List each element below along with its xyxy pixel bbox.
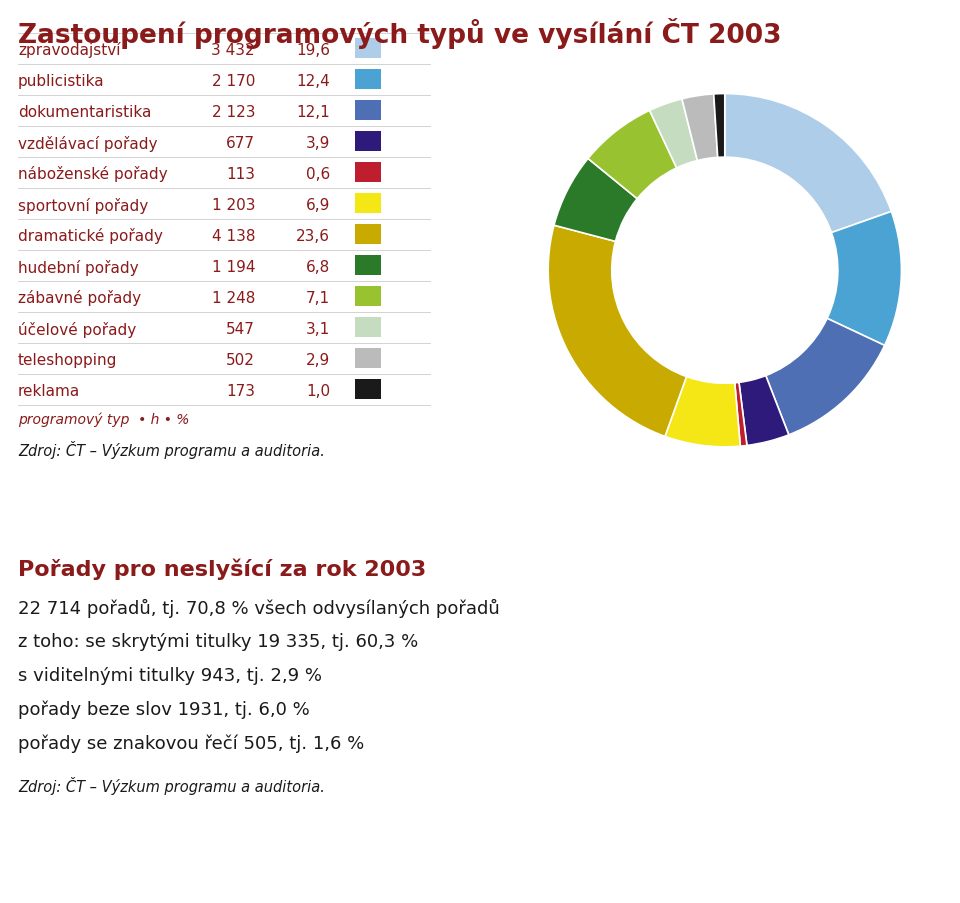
Bar bbox=[355, 100, 381, 120]
Wedge shape bbox=[713, 95, 725, 158]
Text: 19,6: 19,6 bbox=[296, 43, 330, 58]
Bar bbox=[355, 163, 381, 182]
Text: zábavné pořady: zábavné pořady bbox=[18, 290, 141, 306]
Text: Zastoupení programových typů ve vysílání ČT 2003: Zastoupení programových typů ve vysílání… bbox=[18, 18, 781, 49]
Text: publicistika: publicistika bbox=[18, 74, 105, 88]
Wedge shape bbox=[734, 383, 747, 447]
Text: 3 432: 3 432 bbox=[211, 43, 255, 58]
Text: 2 123: 2 123 bbox=[211, 105, 255, 120]
Text: reklama: reklama bbox=[18, 384, 81, 398]
Text: 2,9: 2,9 bbox=[305, 352, 330, 368]
Bar bbox=[355, 286, 381, 306]
Wedge shape bbox=[665, 377, 740, 447]
Text: 23,6: 23,6 bbox=[296, 228, 330, 244]
Text: 1 194: 1 194 bbox=[211, 260, 255, 275]
Text: 547: 547 bbox=[227, 321, 255, 337]
Text: programový typ  • h • %: programový typ • h • % bbox=[18, 413, 189, 427]
Text: zpravodajství: zpravodajství bbox=[18, 42, 121, 59]
Bar bbox=[355, 70, 381, 89]
Text: 677: 677 bbox=[226, 135, 255, 151]
Wedge shape bbox=[739, 377, 789, 446]
Wedge shape bbox=[650, 99, 697, 169]
Wedge shape bbox=[588, 111, 677, 200]
Text: 1 248: 1 248 bbox=[211, 291, 255, 305]
Text: 3,1: 3,1 bbox=[305, 321, 330, 337]
Text: 113: 113 bbox=[226, 167, 255, 182]
Bar bbox=[355, 349, 381, 368]
Text: dramatické pořady: dramatické pořady bbox=[18, 228, 163, 244]
Wedge shape bbox=[766, 319, 884, 435]
Text: náboženské pořady: náboženské pořady bbox=[18, 166, 168, 182]
Text: sportovní pořady: sportovní pořady bbox=[18, 197, 148, 213]
Bar bbox=[355, 224, 381, 244]
Text: 12,1: 12,1 bbox=[297, 105, 330, 120]
Text: 6,8: 6,8 bbox=[305, 260, 330, 275]
Bar bbox=[355, 131, 381, 152]
Text: Pořady pro neslyšící za rok 2003: Pořady pro neslyšící za rok 2003 bbox=[18, 558, 426, 580]
Bar bbox=[355, 317, 381, 337]
Bar bbox=[355, 379, 381, 399]
Bar bbox=[355, 256, 381, 275]
Text: hudební pořady: hudební pořady bbox=[18, 259, 138, 275]
Wedge shape bbox=[682, 95, 718, 162]
Text: 173: 173 bbox=[226, 384, 255, 398]
Text: 6,9: 6,9 bbox=[305, 198, 330, 213]
Text: 2 170: 2 170 bbox=[211, 74, 255, 88]
Text: vzdělávací pořady: vzdělávací pořady bbox=[18, 135, 157, 152]
Text: pořady beze slov 1931, tj. 6,0 %: pořady beze slov 1931, tj. 6,0 % bbox=[18, 700, 310, 719]
Text: 1 203: 1 203 bbox=[211, 198, 255, 213]
Text: 0,6: 0,6 bbox=[305, 167, 330, 182]
Text: 4 138: 4 138 bbox=[211, 228, 255, 244]
Text: pořady se znakovou řečí 505, tj. 1,6 %: pořady se znakovou řečí 505, tj. 1,6 % bbox=[18, 734, 364, 753]
Text: Zdroj: ČT – Výzkum programu a auditoria.: Zdroj: ČT – Výzkum programu a auditoria. bbox=[18, 441, 324, 459]
Text: účelové pořady: účelové pořady bbox=[18, 321, 136, 337]
Text: 22 714 pořadů, tj. 70,8 % všech odvysílaných pořadů: 22 714 pořadů, tj. 70,8 % všech odvysíla… bbox=[18, 599, 500, 618]
Text: 3,9: 3,9 bbox=[305, 135, 330, 151]
Wedge shape bbox=[554, 159, 637, 242]
Wedge shape bbox=[725, 95, 892, 233]
Bar bbox=[355, 193, 381, 213]
Text: s viditelnými titulky 943, tj. 2,9 %: s viditelnými titulky 943, tj. 2,9 % bbox=[18, 666, 322, 684]
Text: dokumentaristika: dokumentaristika bbox=[18, 105, 152, 120]
Wedge shape bbox=[828, 212, 901, 346]
Text: 7,1: 7,1 bbox=[306, 291, 330, 305]
Bar bbox=[355, 39, 381, 59]
Text: 12,4: 12,4 bbox=[297, 74, 330, 88]
Text: teleshopping: teleshopping bbox=[18, 352, 117, 368]
Wedge shape bbox=[548, 226, 686, 437]
Text: 1,0: 1,0 bbox=[306, 384, 330, 398]
Text: z toho: se skrytými titulky 19 335, tj. 60,3 %: z toho: se skrytými titulky 19 335, tj. … bbox=[18, 632, 419, 650]
Text: Zdroj: ČT – Výzkum programu a auditoria.: Zdroj: ČT – Výzkum programu a auditoria. bbox=[18, 777, 324, 794]
Text: 502: 502 bbox=[227, 352, 255, 368]
